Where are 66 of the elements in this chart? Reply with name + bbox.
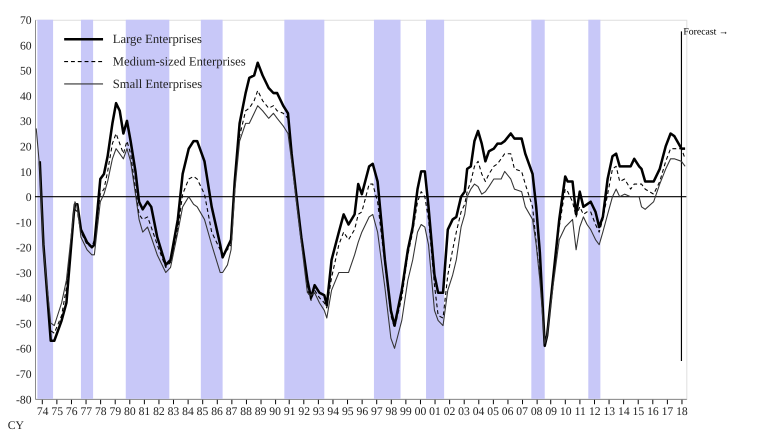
x-tick-label: 87 <box>226 404 238 418</box>
x-tick-label: 13 <box>603 404 616 418</box>
y-tick-label: -80 <box>16 393 32 406</box>
x-tick-label: 78 <box>94 404 107 418</box>
y-tick-label: -10 <box>16 216 32 230</box>
x-tick-label: 98 <box>386 404 398 418</box>
x-tick-label: 86 <box>211 404 224 418</box>
x-tick-label: 97 <box>371 404 383 418</box>
x-tick-label: 17 <box>662 404 674 418</box>
x-tick-label: 89 <box>254 404 267 418</box>
y-tick-label: -50 <box>16 317 32 330</box>
x-tick-label: 16 <box>647 404 659 418</box>
y-tick-label: 30 <box>20 115 32 128</box>
x-tick-label: 99 <box>400 404 412 418</box>
x-tick-label: 95 <box>342 404 354 418</box>
x-tick-label: 79 <box>109 404 122 418</box>
x-tick-label: 92 <box>298 404 310 418</box>
y-tick-label: 0 <box>26 191 32 204</box>
y-tick-label: 20 <box>20 140 32 154</box>
x-tick-label: 08 <box>530 404 543 418</box>
x-tick-label: 06 <box>502 404 514 418</box>
x-tick-label: 00 <box>414 404 426 418</box>
ref-line-label: Forecast → <box>683 26 728 38</box>
x-tick-label: 80 <box>124 404 136 418</box>
y-tick-label: -20 <box>16 242 32 255</box>
text: CY <box>8 419 25 432</box>
legend-label: Large Enterprises <box>112 32 202 46</box>
y-tick-label: -70 <box>16 368 32 382</box>
y-tick-label: 10 <box>20 166 32 179</box>
x-tick-label: 82 <box>153 404 165 418</box>
x-tick-label: 96 <box>356 404 368 418</box>
x-tick-label: 18 <box>676 404 688 418</box>
x-tick-label: 05 <box>487 404 500 418</box>
x-tick-label: 15 <box>632 404 644 418</box>
y-tick-label: -30 <box>16 266 32 280</box>
x-tick-label: 81 <box>138 404 150 418</box>
x-tick-label: 10 <box>560 404 572 418</box>
x-tick-label: 75 <box>51 404 64 418</box>
x-tick-label: 94 <box>327 404 340 418</box>
x-tick-label: 12 <box>588 404 601 418</box>
x-tick-label: 93 <box>312 404 325 418</box>
x-tick-label: 85 <box>196 404 209 418</box>
y-tick-label: 50 <box>20 64 32 78</box>
x-tick-label: 03 <box>458 404 470 418</box>
x-tick-label: 90 <box>269 404 282 418</box>
x-tick-label: 09 <box>545 404 558 418</box>
x-tick-label: 76 <box>66 404 78 418</box>
x-tick-label: 07 <box>516 404 528 418</box>
x-tick-label: 88 <box>240 404 252 418</box>
legend-label: Medium-sized Enterprises <box>112 54 246 68</box>
x-tick-label: 02 <box>444 404 456 418</box>
x-tick-label: 74 <box>36 404 49 418</box>
x-tick-label: 04 <box>472 404 485 418</box>
y-tick-label: 40 <box>20 90 32 103</box>
y-tick-label: 60 <box>20 39 32 52</box>
x-tick-label: 14 <box>618 404 630 418</box>
x-tick-label: 11 <box>574 404 586 418</box>
x-tick-label: 84 <box>182 404 194 418</box>
legend-label: Small Enterprises <box>112 76 202 91</box>
x-tick-label: 83 <box>168 404 180 418</box>
y-tick-label: -40 <box>16 292 32 306</box>
y-tick-label: 70 <box>20 14 32 28</box>
x-tick-label: 77 <box>80 404 92 418</box>
y-tick-label: -60 <box>16 342 32 356</box>
x-tick-label: 01 <box>429 404 441 418</box>
x-tick-label: 91 <box>284 404 296 418</box>
